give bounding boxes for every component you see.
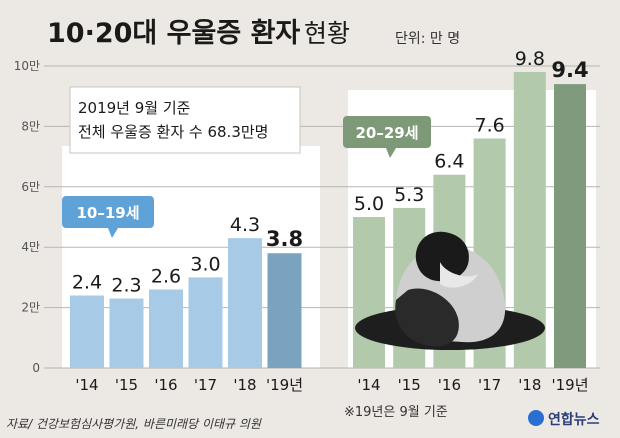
source-text: 자료/ 건강보험심사평가원, 바른미래당 이태규 의원 (6, 417, 262, 431)
x-tick-twenties-1: '15 (398, 376, 421, 394)
y-tick-label: 10만 (14, 59, 40, 73)
note-line-2: 전체 우울증 환자 수 68.3만명 (78, 123, 268, 141)
footnote-text: ※19년은 9월 기준 (344, 405, 448, 420)
data-label-twenties-0: 5.0 (354, 193, 384, 215)
x-tick-teens-5: '19년 (266, 376, 303, 394)
note-box (69, 86, 301, 154)
group-label-twenties-text: 20–29세 (355, 124, 418, 142)
data-label-twenties-5: 9.4 (551, 58, 588, 82)
x-tick-teens-1: '15 (115, 376, 138, 394)
data-label-teens-3: 3.0 (190, 253, 220, 275)
y-tick-label: 0 (32, 361, 40, 375)
bar-twenties-5 (554, 84, 586, 369)
y-tick-label: 4만 (21, 240, 40, 254)
chart-title-sub: 현황 (304, 19, 350, 48)
data-label-teens-2: 2.6 (151, 265, 181, 287)
x-tick-twenties-2: '16 (438, 376, 461, 394)
x-tick-teens-2: '16 (154, 376, 177, 394)
data-label-twenties-2: 6.4 (434, 151, 464, 173)
logo: 연합뉴스 (528, 410, 600, 428)
y-axis-ticks: 0 2만 4만 6만 8만 10만 (14, 59, 40, 375)
bar-twenties-0 (353, 217, 385, 368)
unit-label: 단위: 만 명 (395, 31, 460, 47)
y-tick-label: 2만 (21, 301, 40, 315)
data-label-teens-4: 4.3 (230, 214, 260, 236)
x-tick-teens-0: '14 (75, 376, 98, 394)
x-tick-twenties-5: '19년 (551, 376, 588, 394)
x-tick-teens-3: '17 (194, 376, 217, 394)
bar-teens-3 (188, 277, 223, 368)
bar-teens-2 (149, 289, 183, 368)
logo-text: 연합뉴스 (548, 411, 600, 428)
data-label-teens-0: 2.4 (72, 272, 102, 294)
person-illustration (355, 231, 545, 350)
group-label-teens-text: 10–19세 (76, 204, 139, 222)
bar-teens-4 (228, 238, 262, 368)
logo-icon (528, 410, 544, 426)
x-tick-twenties-3: '17 (478, 376, 501, 394)
data-labels: 2.4 2.3 2.6 3.0 4.3 3.8 5.0 5.3 6.4 7.6 9.8 9.4 (72, 48, 589, 297)
y-tick-label: 6만 (21, 180, 40, 194)
data-label-teens-5: 3.8 (266, 227, 303, 251)
y-tick-label: 8만 (21, 119, 40, 133)
group-label-twenties: 20–29세 (343, 116, 431, 158)
bar-teens-5 (267, 253, 302, 368)
data-label-twenties-1: 5.3 (394, 184, 424, 206)
data-label-twenties-3: 7.6 (474, 114, 504, 136)
x-tick-twenties-0: '14 (357, 376, 380, 394)
data-label-teens-1: 2.3 (111, 275, 141, 297)
x-axis-ticks: '14 '15 '16 '17 '18 '19년 '14 '15 '16 '17 '18 '19년 (75, 376, 588, 394)
data-label-twenties-4: 9.8 (515, 48, 545, 70)
x-tick-teens-4: '18 (233, 376, 256, 394)
x-tick-twenties-4: '18 (518, 376, 541, 394)
bar-teens-0 (70, 295, 104, 368)
group-label-teens: 10–19세 (62, 196, 154, 238)
bar-teens-1 (109, 298, 144, 368)
note-line-1: 2019년 9월 기준 (78, 99, 191, 117)
chart-title: 10·20대 우울증 환자 (47, 18, 300, 49)
